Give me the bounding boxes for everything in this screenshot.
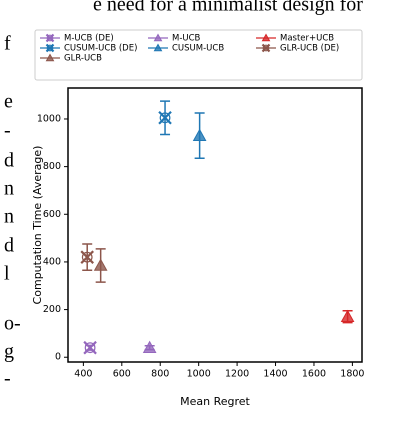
x-tick-label: 400 [74,369,92,380]
marker-x-ring [46,44,54,52]
marker-triangle [340,309,355,323]
marker-x [261,43,271,53]
legend-box [34,29,363,81]
context-left-text: f [4,33,11,55]
y-tick-label: 600 [43,209,61,220]
y-tick-label: 800 [43,161,61,172]
marker-x-cross [261,43,271,53]
x-tick-label: 1400 [263,369,287,380]
y-tick-label: 1000 [37,113,61,124]
x-tick-label: 800 [151,369,169,380]
legend-label: M-UCB (DE) [64,34,114,44]
marker-x-ring [262,44,270,52]
marker-triangle [192,128,207,141]
y-axis-label: Computation Time (Average) [31,146,44,305]
marker-triangle [93,258,108,271]
marker-x-cross [83,340,97,355]
legend-label: CUSUM-UCB [172,44,224,54]
context-left-text: n [4,178,14,200]
context-left-text: - [4,120,11,142]
marker-x-ring [159,112,171,124]
context-left-text: e [4,91,13,113]
context-left-text: d [4,235,14,257]
marker-x [45,43,55,53]
marker-x-ring [84,342,96,354]
context-left-text: g [4,341,14,363]
marker-triangle [142,340,157,354]
y-tick-label: 200 [43,304,61,315]
marker-x-cross [80,250,94,264]
marker-triangle [153,43,163,52]
marker-x-ring [46,34,54,42]
plot-frame [67,87,363,363]
x-tick-label: 1800 [340,369,364,380]
marker-x [80,250,94,264]
marker-triangle [261,33,271,42]
legend-label: Master+UCB [280,34,334,44]
x-tick-label: 1600 [302,369,326,380]
context-left-text: l [4,263,10,285]
marker-triangle [153,33,163,42]
marker-x [158,111,172,125]
y-tick-label: 0 [55,352,61,363]
marker-x-ring [81,251,93,263]
x-tick-label: 1200 [225,369,249,380]
context-left-text: d [4,150,14,172]
marker-x-cross [158,111,172,125]
marker-x [83,340,97,355]
legend-label: GLR-UCB [64,54,102,64]
legend-label: GLR-UCB (DE) [280,44,339,54]
marker-x [45,33,55,43]
legend-label: M-UCB [172,34,201,44]
y-tick-label: 400 [43,256,61,267]
marker-x-cross [45,43,55,53]
context-left-text: - [4,368,11,390]
marker-x-cross [45,33,55,43]
legend-label: CUSUM-UCB (DE) [64,44,137,54]
marker-triangle [45,53,55,62]
context-top-text: e need for a minimalist design for [93,0,363,16]
x-tick-label: 600 [113,369,131,380]
context-left-text: n [4,206,14,228]
context-left-text: o- [4,313,21,335]
x-axis-label: Mean Regret [180,395,250,408]
x-tick-label: 1000 [187,369,211,380]
